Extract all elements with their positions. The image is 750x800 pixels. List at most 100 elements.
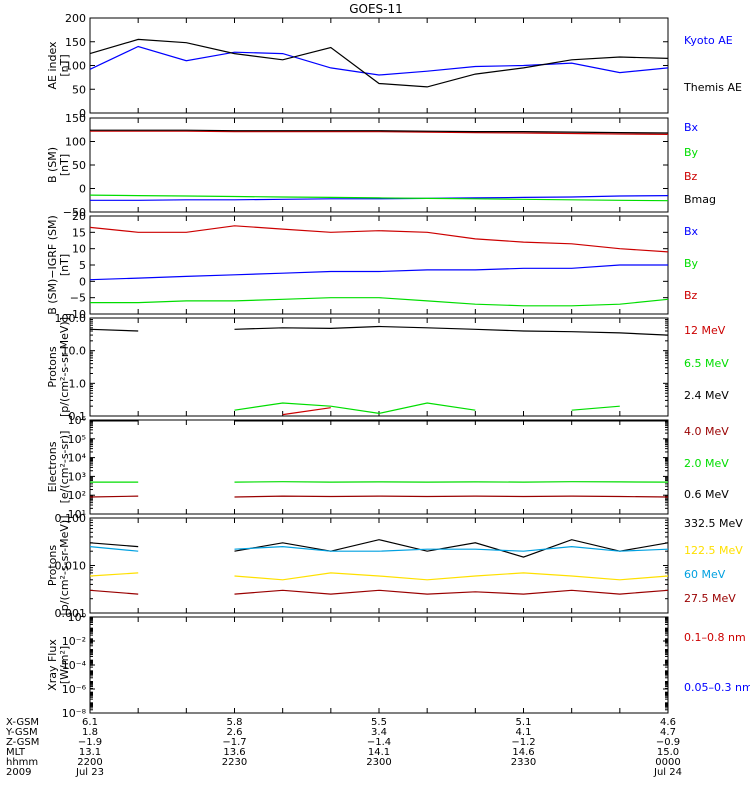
y-tick-label: 0	[79, 107, 86, 120]
y-axis-unit: [p/(cm²-s-sr-MeV)]	[58, 317, 71, 417]
ephemeris-value: Jul 24	[653, 767, 682, 778]
y-tick-label: 10⁻⁶	[62, 683, 87, 696]
y-tick-label: 10⁻²	[62, 635, 86, 648]
ephemeris-value: 5.8	[227, 717, 243, 728]
y-axis-unit: [p/(cm²-s-sr-MeV)]	[58, 516, 71, 616]
ephemeris-row-label: Y-GSM	[5, 727, 38, 738]
ephemeris-value: 2330	[511, 757, 536, 768]
legend-Bx: Bx	[684, 225, 699, 238]
y-tick-label: 10²	[68, 489, 86, 502]
y-tick-label: −50	[63, 206, 86, 219]
y-tick-label: 20	[72, 210, 86, 223]
legend-Kyoto-AE: Kyoto AE	[684, 34, 733, 47]
y-axis-label: Electrons	[46, 441, 59, 492]
series-line-6.5-MeV	[571, 405, 620, 411]
ephemeris-value: −0.9	[656, 737, 680, 748]
panel-frame	[89, 317, 669, 417]
ephemeris-value: 2.6	[227, 727, 243, 738]
y-tick-label: 10³	[68, 470, 86, 483]
legend-4.0-MeV: 4.0 MeV	[684, 425, 729, 438]
legend-0.6-MeV: 0.6 MeV	[684, 488, 729, 501]
y-tick-label: 0.010	[55, 560, 87, 573]
y-axis-label: B (SM)	[46, 147, 59, 183]
legend-27.5-MeV: 27.5 MeV	[684, 592, 736, 605]
ephemeris-value: 6.1	[82, 717, 98, 728]
series-line-6.5-MeV	[234, 402, 476, 415]
panel-5: 10¹ 10² 10³ 10⁴ 10⁵ 10⁶ Electrons [e/(cm²-s-sr)…	[46, 414, 729, 521]
ephemeris-value: 13.1	[79, 747, 101, 758]
y-tick-label: 0.100	[55, 512, 87, 525]
y-tick-label: 10⁴	[68, 452, 87, 465]
y-axis-label: Xray Flux	[46, 639, 59, 691]
ephemeris-value: 14.6	[512, 747, 534, 758]
legend-2.0-MeV: 2.0 MeV	[684, 457, 729, 470]
series-line-122.5-MeV	[89, 572, 139, 577]
y-tick-label: 10⁶	[68, 414, 87, 427]
y-axis-unit: [nT]	[58, 54, 71, 76]
y-tick-label: 10⁻⁴	[62, 659, 87, 672]
y-tick-label: 10¹	[68, 508, 86, 521]
series-line-12-MeV	[282, 407, 331, 416]
legend-Themis-AE: Themis AE	[683, 81, 742, 94]
series-line-Bz	[90, 130, 669, 135]
panel-frame	[89, 616, 669, 714]
y-tick-label: 50	[72, 159, 86, 172]
y-axis-unit: [nT]	[58, 154, 71, 176]
ephemeris-value: 4.7	[660, 727, 676, 738]
y-tick-label: 100	[65, 60, 86, 73]
ephemeris-value: 15.0	[657, 747, 679, 758]
legend-6.5-MeV: 6.5 MeV	[684, 357, 729, 370]
y-tick-label: 50	[72, 83, 86, 96]
series-line-2.4-MeV	[234, 325, 669, 336]
legend-0.1–0.8-nm: 0.1–0.8 nm	[684, 631, 746, 644]
panel-4: 0.1 1.0 10.0 100.0 Protons [p/(cm²-s-sr-MeV)]…	[46, 312, 729, 423]
series-line-27.5-MeV	[234, 589, 669, 595]
legend-12-MeV: 12 MeV	[684, 324, 726, 337]
legend-Bz: Bz	[684, 289, 698, 302]
ephemeris-value: Jul 23	[75, 767, 104, 778]
y-tick-label: 0.001	[55, 607, 87, 620]
legend-332.5-MeV: 332.5 MeV	[684, 517, 743, 530]
series-line-27.5-MeV	[89, 589, 139, 595]
series-line-By	[89, 194, 669, 202]
panel-3: −10 −5 0 5 10 15 20 B (SM)−IGRF (SM) [nT] Bx By Bz	[46, 210, 699, 321]
legend-By: By	[684, 146, 699, 159]
ephemeris-value: 1.8	[82, 727, 98, 738]
ephemeris-value: 2230	[222, 757, 247, 768]
y-tick-label: 5	[79, 259, 86, 272]
series-line-4.0-MeV	[234, 495, 669, 498]
ephemeris-row-label: X-GSM	[6, 717, 39, 728]
legend-0.05–0.3-nm: 0.05–0.3 nm	[684, 681, 750, 694]
ephemeris-value: 3.4	[371, 727, 387, 738]
legend-2.4-MeV: 2.4 MeV	[684, 389, 729, 402]
series-line-Bmag	[90, 129, 669, 134]
ephemeris-value: 4.1	[516, 727, 532, 738]
series-line-Themis-AE	[89, 38, 669, 88]
y-axis-label: B (SM)−IGRF (SM)	[46, 215, 59, 315]
y-tick-label: 150	[65, 112, 86, 125]
legend-Bmag: Bmag	[684, 193, 716, 206]
legend-By: By	[684, 257, 699, 270]
y-tick-label: 10⁰	[68, 611, 87, 624]
ephemeris-value: 5.5	[371, 717, 387, 728]
panel-6: 0.001 0.010 0.100 Protons [p/(cm²-s-sr-MeV)]…	[46, 512, 743, 620]
series-line-332.5-MeV	[234, 539, 669, 558]
ephemeris-value: −1.9	[78, 737, 102, 748]
y-tick-label: 100	[65, 136, 86, 149]
series-line-Kyoto-AE	[89, 45, 669, 76]
ephemeris-row-label: Z-GSM	[6, 737, 39, 748]
ephemeris-value: 5.1	[516, 717, 532, 728]
panel-2: −50 0 50 100 150 B (SM) [nT] Bx By Bz Bmag	[46, 112, 716, 219]
panel-7: 10⁻⁸ 10⁻⁶ 10⁻⁴ 10⁻² 10⁰ Xray Flux [W/m²] 0.1–0.…	[46, 611, 750, 720]
ephemeris-value: 14.1	[368, 747, 390, 758]
y-tick-label: 10.0	[62, 345, 87, 358]
y-axis-label: Protons	[46, 545, 59, 586]
y-tick-label: 15	[72, 226, 86, 239]
ephemeris-value: −1.4	[367, 737, 391, 748]
series-line-Bx	[90, 195, 669, 201]
y-axis-unit: [nT]	[58, 254, 71, 276]
ephemeris-value: 4.6	[660, 717, 676, 728]
ephemeris-value: 13.6	[223, 747, 245, 758]
y-tick-label: 0.1	[69, 410, 87, 423]
